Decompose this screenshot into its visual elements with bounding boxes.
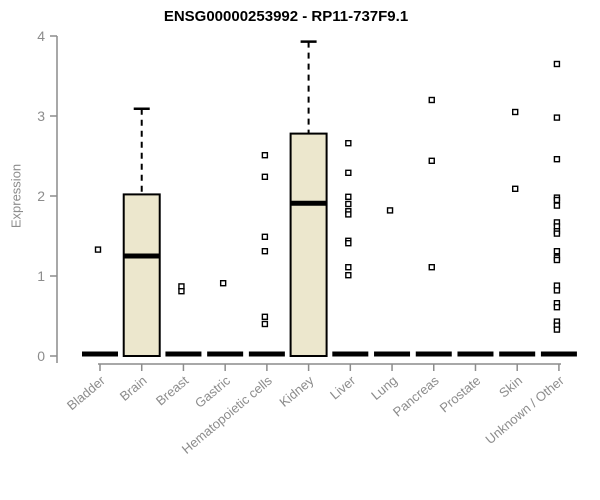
outlier-point [345,139,352,147]
outlier-point [512,108,519,116]
outlier-point [553,230,561,237]
outlier-point [553,304,561,311]
box-group [374,207,411,357]
box-group [415,96,452,357]
box-group [289,40,328,357]
outlier-point [345,193,352,201]
outlier-point [345,211,352,218]
outlier-point [178,288,185,295]
outlier-point [345,239,352,247]
outlier-point [553,196,561,204]
outlier-point [428,96,435,104]
outlier-point [512,185,519,193]
box-group [332,139,369,357]
outlier-point [345,200,352,208]
outlier-point [553,326,561,333]
outlier-point [428,157,435,165]
outlier-point [261,151,269,159]
chart-title: ENSG00000253992 - RP11-737F9.1 [163,8,409,25]
outlier-point [553,247,561,255]
box [289,132,328,357]
x-tick-label: Brain [117,373,150,404]
box-group [499,108,536,357]
x-tick-label: Lung [368,373,400,403]
x-tick-label: Skin [496,373,525,401]
x-tick-label: Kidney [276,372,316,409]
box-group [165,283,202,357]
outlier-point [428,264,435,271]
outlier-point [94,246,102,253]
box-group [248,151,285,357]
outlier-point [261,173,269,181]
y-tick-label: 2 [37,188,45,204]
outlier-point [261,313,269,320]
y-tick-label: 3 [37,108,45,124]
x-tick-label: Unknown / Other [482,372,567,447]
box-group [207,280,244,357]
x-tick-label: Bladder [64,372,108,413]
y-tick-label: 0 [37,348,45,364]
x-tick-label: Pancreas [390,372,442,419]
outlier-point [261,233,269,241]
outlier-point [553,202,561,209]
x-tick-label: Prostate [437,373,484,416]
outlier-point [261,320,269,328]
outlier-point [553,114,561,121]
box-group [540,60,577,357]
y-tick-label: 4 [37,28,45,44]
outlier-point [386,207,394,214]
outlier-point [553,287,561,294]
outlier-point [345,272,352,279]
outlier-point [345,264,352,271]
outlier-point [553,256,561,264]
x-tick-label: Breast [153,373,192,409]
outlier-point [261,247,269,255]
box-group [82,246,118,357]
outlier-point [345,169,352,177]
box [122,193,161,357]
outlier-point [553,155,561,163]
outlier-point [219,280,227,287]
x-tick-label: Liver [327,372,359,402]
y-tick-label: 1 [37,268,45,284]
outlier-point [553,60,561,68]
box-group [122,107,161,357]
